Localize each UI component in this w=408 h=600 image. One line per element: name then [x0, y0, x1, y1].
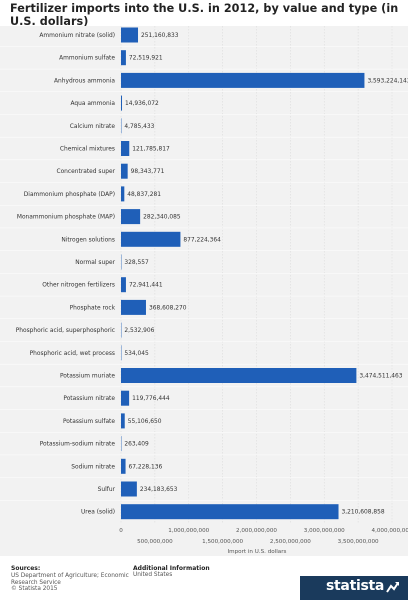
value-label-5: 121,785,817	[132, 147, 170, 153]
bar-21	[121, 504, 339, 520]
category-label-15: Potassium muriate	[60, 374, 115, 380]
value-label-11: 72,941,441	[129, 283, 163, 289]
category-label-1: Ammonium sulfate	[59, 56, 115, 62]
tick-lower-3: 3,500,000,000	[338, 539, 379, 545]
bars	[121, 27, 365, 520]
value-label-10: 328,557	[124, 260, 149, 266]
bar-1	[121, 50, 126, 66]
value-label-17: 55,106,650	[128, 419, 162, 425]
copyright: © Statista 2015	[11, 586, 58, 592]
category-label-12: Phosphate rock	[70, 305, 116, 311]
tick-lower-2: 2,500,000,000	[270, 539, 311, 545]
bar-3	[121, 95, 123, 111]
bar-9	[121, 231, 181, 247]
value-label-7: 48,837,281	[127, 192, 161, 198]
category-label-2: Anhydrous ammonia	[54, 78, 115, 84]
bar-0	[121, 27, 139, 43]
category-label-20: Sulfur	[98, 487, 116, 493]
x-axis: 0 1,000,000,000 2,000,000,000 3,000,000,000…	[119, 528, 408, 545]
sources-body: US Department of Agriculture; Economic R…	[11, 573, 129, 586]
grid-lines	[0, 26, 408, 523]
value-label-13: 2,532,906	[124, 328, 154, 334]
bar-5	[121, 141, 130, 156]
value-label-20: 234,183,653	[140, 487, 178, 493]
category-label-19: Sodium nitrate	[71, 464, 115, 470]
bar-2	[121, 72, 365, 88]
value-label-8: 282,340,085	[143, 215, 181, 221]
value-label-4: 4,785,433	[124, 124, 154, 130]
bar-8	[121, 209, 141, 225]
bar-16	[121, 390, 130, 406]
category-label-5: Chemical mixtures	[60, 147, 115, 153]
plot-background	[0, 26, 408, 556]
category-label-17: Potassium sulfate	[63, 419, 115, 425]
sources-title: Sources:	[11, 565, 41, 572]
category-label-8: Monammonium phosphate (MAP)	[17, 215, 115, 221]
category-label-11: Other nitrogen fertilizers	[42, 283, 115, 289]
chart-title: Fertilizer imports into the U.S. in 2012…	[10, 2, 399, 28]
sources-text: US Department of Agriculture; Economic R…	[11, 573, 139, 593]
value-label-0: 251,160,833	[141, 33, 179, 39]
category-label-6: Concentrated super	[56, 169, 115, 175]
category-label-3: Aqua ammonia	[70, 101, 115, 107]
value-labels: 251,160,833 72,519,921 3,593,224,143 14,936…	[124, 33, 408, 516]
statista-logo[interactable]: statista	[326, 578, 385, 594]
x-axis-title: Import in U.S. dollars	[228, 549, 287, 555]
value-label-21: 3,210,608,858	[342, 510, 385, 516]
value-label-6: 98,343,771	[131, 169, 165, 175]
value-label-19: 67,228,136	[129, 464, 163, 470]
category-labels: Ammonium nitrate (solid) Ammonium sulfate…	[16, 33, 116, 516]
tick-upper-3: 3,000,000,000	[304, 528, 345, 534]
category-label-9: Nitrogen solutions	[61, 237, 115, 243]
value-label-16: 119,776,444	[132, 396, 170, 402]
footer: Sources: US Department of Agriculture; E…	[0, 565, 408, 600]
bar-6	[121, 163, 128, 179]
tick-upper-0: 0	[119, 528, 123, 534]
statista-arrow-icon	[386, 582, 399, 593]
bar-20	[121, 481, 137, 497]
category-label-4: Calcium nitrate	[70, 124, 116, 130]
category-label-10: Normal super	[75, 260, 115, 266]
category-label-14: Phosphoric acid, wet process	[30, 351, 115, 357]
value-label-15: 3,474,511,463	[359, 374, 402, 380]
category-label-18: Potassium-sodium nitrate	[40, 442, 116, 448]
additional-info-text: United States	[133, 572, 173, 578]
bar-7	[121, 186, 125, 202]
tick-upper-1: 1,000,000,000	[168, 528, 209, 534]
bar-11	[121, 277, 126, 293]
tick-upper-4: 4,000,000,000	[372, 528, 408, 534]
tick-lower-1: 1,500,000,000	[202, 539, 243, 545]
tick-lower-0: 500,000,000	[137, 539, 173, 545]
bar-12	[121, 299, 146, 315]
bar-15	[121, 368, 357, 383]
value-label-18: 263,409	[124, 442, 149, 448]
value-label-9: 877,224,364	[183, 237, 221, 243]
bar-17	[121, 413, 125, 429]
value-label-3: 14,936,072	[125, 101, 159, 107]
category-label-0: Ammonium nitrate (solid)	[39, 33, 115, 39]
category-label-13: Phosphoric acid, superphosphoric	[16, 328, 115, 334]
category-label-16: Potassium nitrate	[63, 396, 115, 402]
value-label-1: 72,519,921	[129, 56, 163, 62]
value-label-12: 368,608,270	[149, 305, 187, 311]
chart: Ammonium nitrate (solid) Ammonium sulfate…	[0, 26, 408, 556]
category-label-21: Urea (solid)	[81, 510, 115, 516]
tick-upper-2: 2,000,000,000	[236, 528, 277, 534]
bar-19	[121, 458, 126, 474]
additional-info-title: Additional Information	[133, 565, 210, 572]
category-label-7: Diammonium phosphate (DAP)	[24, 192, 115, 198]
value-label-14: 534,045	[124, 351, 149, 357]
value-label-2: 3,593,224,143	[367, 78, 408, 84]
